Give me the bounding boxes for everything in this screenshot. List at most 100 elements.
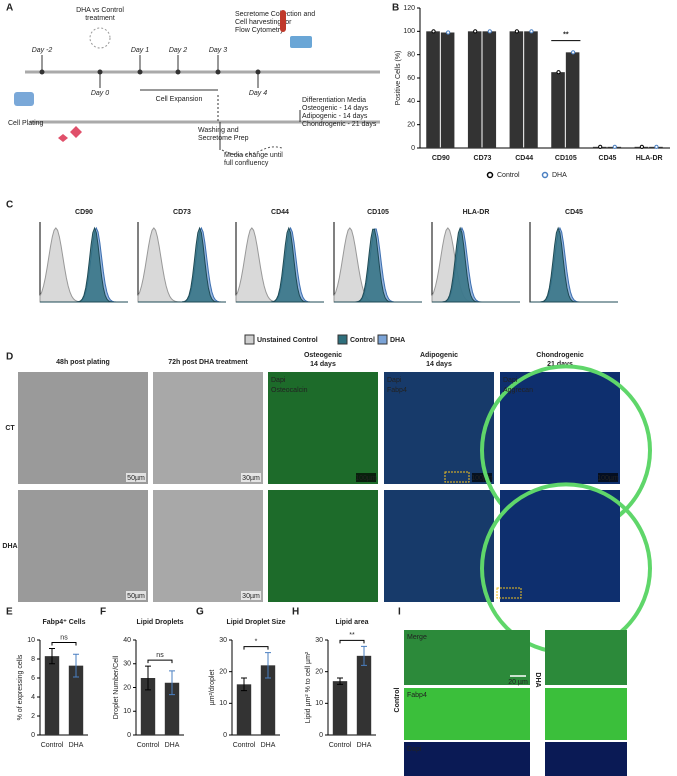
column-title: 14 days [310,361,336,368]
significance-bracket [51,642,77,646]
y-tick-label: 0 [319,732,323,739]
legend-label: Control [350,337,375,344]
y-tick-label: 30 [315,637,323,644]
y-tick-label: 6 [31,675,35,682]
legend-label: Unstained Control [257,337,318,344]
legend-label: DHA [552,172,567,179]
point [487,29,492,34]
x-tick-label: HLA-DR [636,155,663,162]
scale-bar-label: 100µm [597,475,619,482]
y-tick-label: 10 [27,637,35,644]
stain-label: Dapi [271,377,286,384]
micrograph [545,630,627,685]
bar [140,678,156,735]
bar [440,32,455,148]
stain-label: Aggrecan [503,387,533,394]
bar [164,682,180,735]
bar [482,31,497,148]
panel-label: E [6,607,13,618]
molecule-icon [89,27,111,49]
bar [356,655,372,735]
bar [509,31,524,148]
chart-title: Lipid Droplets [136,619,183,626]
condition-label: DHA [534,672,541,687]
scale-bar-label: 30µm [242,593,260,600]
y-tick-label: 20 [315,669,323,676]
significance-bracket [339,639,365,644]
micrograph [404,688,530,740]
histogram-frame [529,222,618,303]
panel-label: F [100,607,106,618]
timeline-day: Day 0 [91,90,109,97]
row-label: DHA [2,543,17,550]
error-bar [49,648,55,665]
y-axis-label: Lipid µm² % to cell µm² [305,651,312,723]
histogram-curve [236,226,324,303]
y-tick-label: 40 [123,637,131,644]
histogram-curve [40,226,128,303]
y-tick-label: 8 [31,656,35,663]
significance: ns [60,634,68,641]
timeline-text: Adipogenic - 14 days [302,113,368,120]
micrograph [384,372,494,484]
histogram-curve [432,226,520,303]
x-tick-label: CD44 [515,155,533,162]
panel-label: A [6,3,13,14]
error-bar [265,652,271,679]
significance: ** [563,32,569,39]
point [571,50,576,55]
bar [551,72,565,148]
timeline-text: Cell Plating [8,120,44,127]
histogram-curve [530,226,618,303]
histogram-title: CD105 [367,209,389,216]
flask-icon [290,36,312,48]
significance-bracket [243,646,269,650]
timeline-text: full confluency [224,160,269,167]
x-tick-label: DHA [357,742,372,749]
x-tick-label: Control [329,742,352,749]
timeline-text: Cell harvesting for [235,19,292,26]
scale-bar-box [472,473,492,482]
legend-swatch [337,334,348,345]
timeline-text: Secretome Prep [198,135,249,142]
image-label: Fabp4 [407,692,427,699]
highlight-box [496,587,522,599]
scale-bar-label: 50µm [127,593,145,600]
timeline-day: Day 4 [249,90,267,97]
chart-title: Fabp4⁺ Cells [43,619,86,626]
y-tick-label: 0 [411,145,415,152]
column-title: 21 days [547,361,573,368]
y-tick-label: 0 [127,732,131,739]
scale-bar-box [126,473,146,482]
chart-title: Lipid area [335,619,368,626]
row-label: CT [5,425,15,432]
scale-bar-box [241,591,261,600]
bar [44,656,60,735]
bar [565,52,580,149]
histogram-curve [530,226,618,303]
point [446,30,451,35]
legend-label: DHA [390,337,405,344]
micrograph [404,742,530,776]
y-tick-label: 2 [31,713,35,720]
scale-bar-box [241,473,261,482]
x-tick-label: DHA [165,742,180,749]
y-tick-label: 30 [219,637,227,644]
y-axis-label: Droplet Number/Cell [113,655,120,719]
micrograph [545,688,627,740]
x-tick-label: DHA [261,742,276,749]
image-label: Dapi [407,746,422,753]
panel-label: B [392,3,399,14]
y-axis-label: Positive Cells (%) [395,51,402,106]
error-bar [241,677,247,692]
error-bar [169,670,175,696]
legend-swatch [244,334,255,345]
y-tick-label: 100 [403,28,415,35]
column-title: 14 days [426,361,452,368]
timeline-text: treatment [85,15,115,22]
x-tick-label: CD45 [599,155,617,162]
bar [332,681,348,735]
chart-title: Lipid Droplet Size [226,619,285,626]
panel-label: H [292,607,299,618]
stain-label: Dapi [503,377,518,384]
